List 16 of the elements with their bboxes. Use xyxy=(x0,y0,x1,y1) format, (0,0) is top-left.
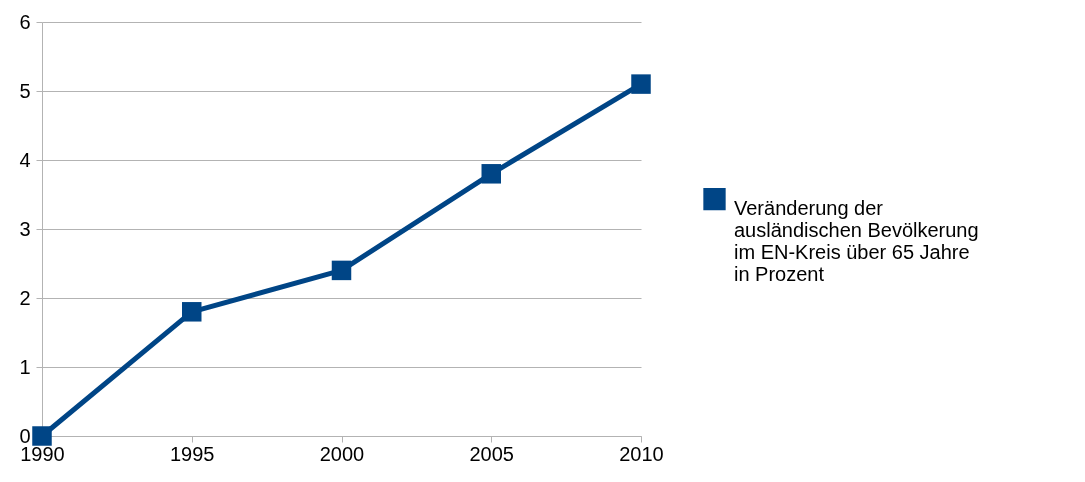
point xyxy=(182,302,202,322)
point xyxy=(481,164,501,184)
point xyxy=(631,74,651,94)
legend-label: Veränderung der ausländischen Bevölkerung im EN-Kreis über 65 Jahre in Prozent xyxy=(734,197,979,286)
point xyxy=(331,260,352,281)
point xyxy=(32,426,52,446)
x-tick-label: 2005 xyxy=(469,442,514,465)
y-tick-label: 2 xyxy=(19,286,31,309)
y-tick-label: 6 xyxy=(19,10,31,33)
x-tick-label: 2010 xyxy=(619,442,664,465)
y-tick-label: 3 xyxy=(19,217,31,240)
x-tick-label: 1995 xyxy=(170,442,215,465)
y-tick-label: 4 xyxy=(19,148,31,171)
y-tick-label: 5 xyxy=(19,79,31,102)
x-tick-label: 2000 xyxy=(319,442,365,465)
y-tick-label: 1 xyxy=(19,355,31,378)
